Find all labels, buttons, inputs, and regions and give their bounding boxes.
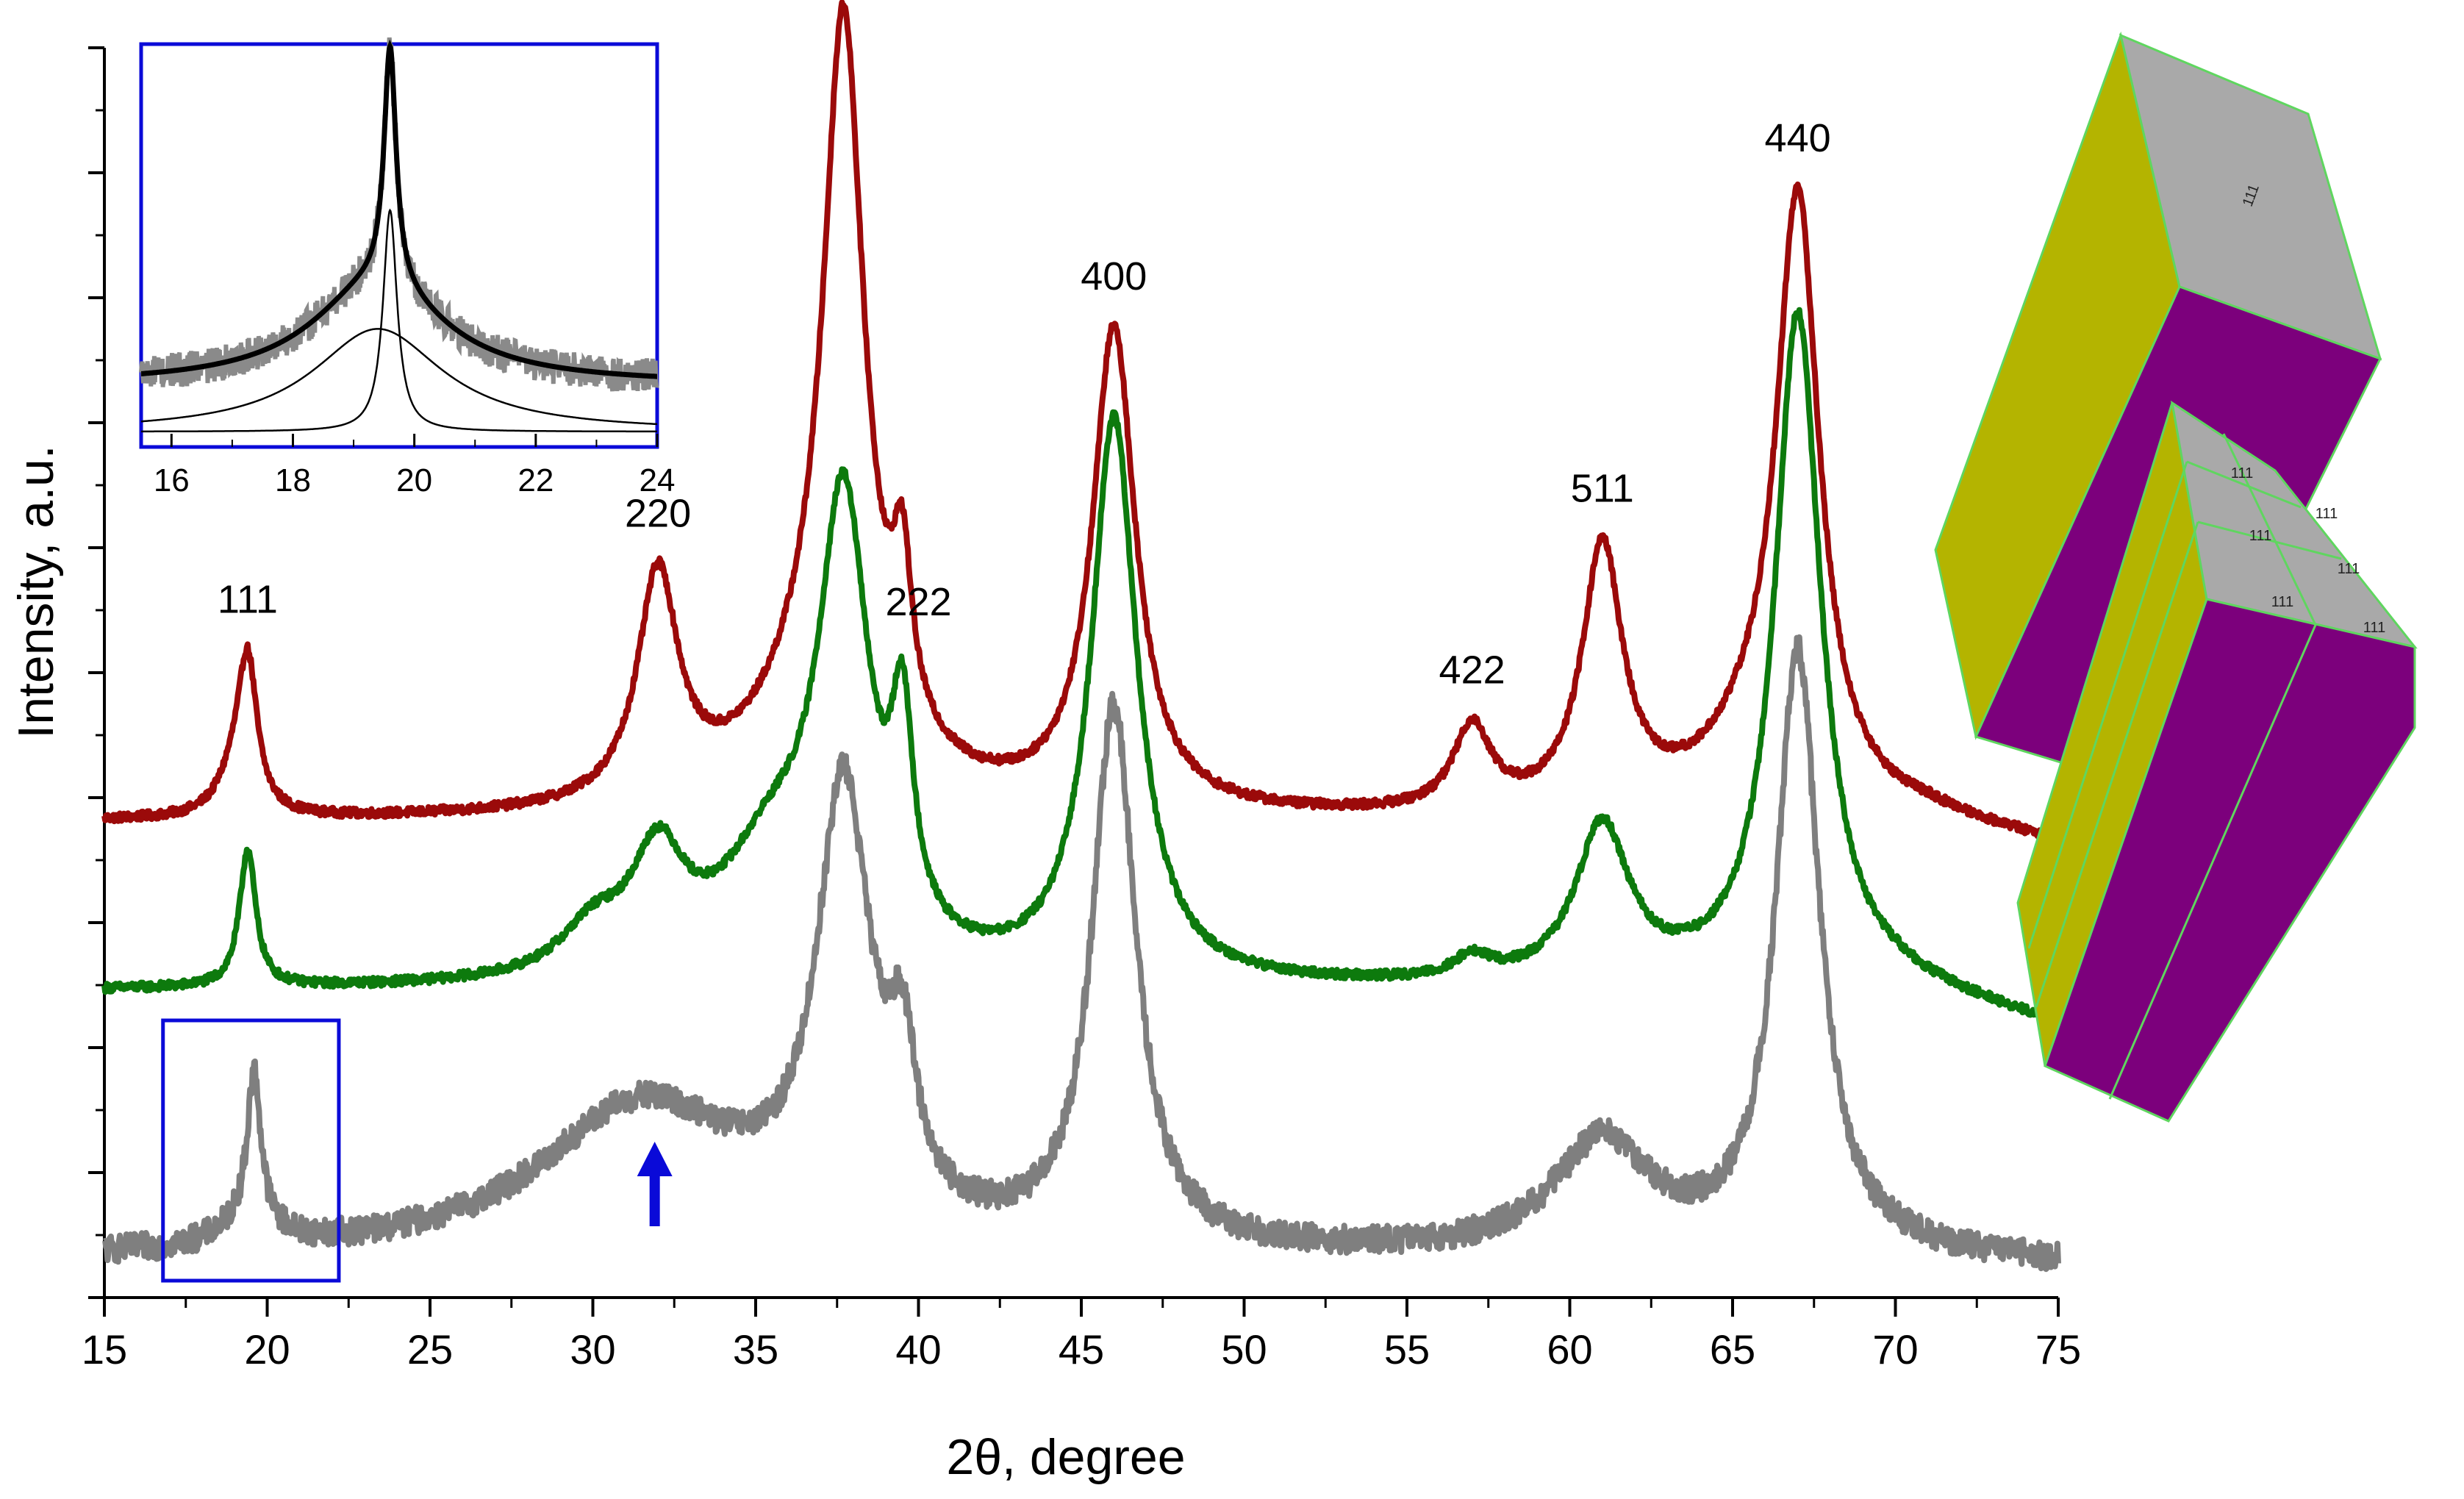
- peak-label: 440: [1765, 116, 1831, 160]
- crystal-grid-cell-labels: 111 111 111 111 111 111: [2231, 465, 2385, 636]
- inset-component-narrow: [141, 208, 657, 433]
- highlight-box: [161, 1018, 341, 1283]
- series-line: [101, 0, 2061, 845]
- x-tick-label: 50: [1221, 1326, 1267, 1373]
- peak-labels: 111220311222400422511440: [218, 116, 1831, 692]
- grid-cell-label: 111: [2231, 465, 2253, 482]
- peak-label: 511: [1571, 466, 1634, 510]
- arrow-head: [637, 1142, 673, 1176]
- grid-cell-label: 111: [2316, 506, 2338, 522]
- arrow-shaft: [649, 1175, 660, 1226]
- x-tick-label: 75: [2035, 1326, 2081, 1373]
- inset-x-tick-label: 22: [517, 462, 554, 498]
- inset-series: [139, 37, 659, 433]
- x-axis-title: 2θ, degree: [946, 1429, 1185, 1485]
- inset-x-tick-label: 20: [396, 462, 432, 498]
- inset-ticks: 16 18 20 22 24: [154, 434, 676, 498]
- crystal-single-block: 111: [1934, 31, 2382, 795]
- crystal-grid-lines: [2027, 433, 2342, 1100]
- x-tick-label: 35: [733, 1326, 778, 1373]
- grid-cell-label: 111: [2363, 620, 2385, 636]
- x-tick-label: 15: [82, 1326, 127, 1373]
- main-axes: 15 20 25 30 35 40 45 50 55 60 65 70 75: [82, 46, 2081, 1373]
- x-tick-label: 25: [407, 1326, 453, 1373]
- crystal-grid-block: 111 111 111 111 111 111: [2016, 400, 2418, 1123]
- x-tick-label: 70: [1872, 1326, 1918, 1373]
- crystal-grid-right-face: [2044, 598, 2416, 1123]
- grid-cell-label: 111: [2249, 528, 2271, 544]
- peak-label: 111: [218, 578, 278, 622]
- x-tick-label: 55: [1384, 1326, 1430, 1373]
- y-axis-title: Intensity, a.u.: [8, 445, 64, 738]
- x-tick-label: 60: [1547, 1326, 1592, 1373]
- x-ticks: 15 20 25 30 35 40 45 50 55 60 65 70 75: [82, 1298, 2081, 1373]
- peak-label: 400: [1081, 254, 1147, 298]
- inset-x-tick-label: 24: [640, 462, 676, 498]
- inset-fit-line: [141, 39, 657, 379]
- inset-plot: 16 18 20 22 24: [139, 37, 676, 498]
- peak-label: 222: [885, 580, 951, 624]
- grid-cell-label: 111: [2338, 561, 2360, 577]
- x-tick-label: 45: [1059, 1326, 1104, 1373]
- inset-x-tick-label: 16: [154, 462, 190, 498]
- series-line: [101, 307, 2060, 1025]
- series-layer: [101, 0, 2061, 1273]
- arrow-up-icon: [637, 1142, 673, 1226]
- inset-component-broad: [140, 328, 657, 426]
- peak-label: 220: [625, 491, 691, 535]
- inset-x-tick-label: 18: [275, 462, 311, 498]
- series-line: [102, 634, 2061, 1273]
- grid-cell-label: 111: [2271, 594, 2293, 610]
- x-tick-label: 20: [244, 1326, 290, 1373]
- x-tick-label: 40: [895, 1326, 941, 1373]
- x-tick-label: 65: [1710, 1326, 1755, 1373]
- y-ticks: [88, 46, 104, 1299]
- peak-label: 422: [1439, 648, 1505, 692]
- x-tick-label: 30: [570, 1326, 615, 1373]
